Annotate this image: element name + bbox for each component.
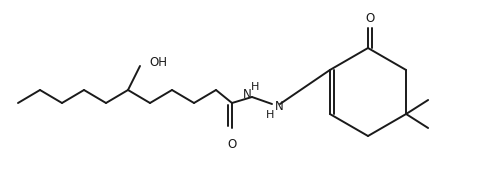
Text: N: N [274, 100, 283, 112]
Text: O: O [228, 138, 237, 151]
Text: N: N [243, 88, 251, 101]
Text: H: H [266, 110, 274, 120]
Text: H: H [251, 82, 259, 92]
Text: OH: OH [149, 56, 167, 69]
Text: O: O [366, 12, 374, 25]
